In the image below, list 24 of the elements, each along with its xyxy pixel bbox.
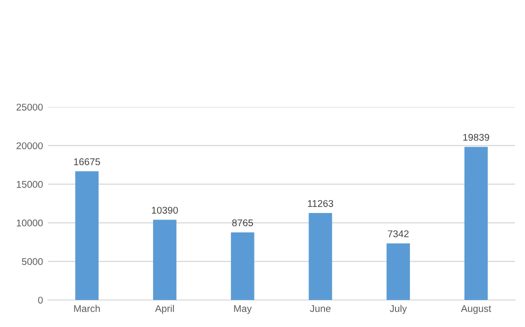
bar	[153, 220, 176, 300]
x-tick-label: May	[234, 305, 252, 314]
bar	[230, 232, 254, 300]
data-label: 10390	[152, 206, 178, 214]
y-tick-label: 15000	[16, 180, 43, 188]
x-tick-label: April	[155, 304, 174, 314]
x-tick-label: June	[310, 305, 331, 312]
x-tick-label: August	[460, 305, 492, 314]
bar	[75, 171, 99, 300]
x-tick-label: July	[390, 304, 407, 314]
bar	[464, 146, 488, 300]
bar	[386, 243, 410, 300]
x-tick-label: March	[74, 304, 100, 312]
data-label: 11263	[308, 200, 334, 207]
y-tick-label: 5000	[22, 258, 43, 266]
y-tick-label: 25000	[16, 104, 43, 111]
y-tick-label: 10000	[16, 220, 43, 226]
data-label: 8765	[232, 219, 253, 226]
data-label: 19839	[463, 134, 490, 141]
y-tick-label: 20000	[16, 142, 43, 150]
data-label: 7342	[388, 230, 409, 238]
y-tick-label: 0	[38, 296, 43, 304]
bar	[308, 213, 332, 300]
data-label: 16675	[74, 158, 100, 166]
